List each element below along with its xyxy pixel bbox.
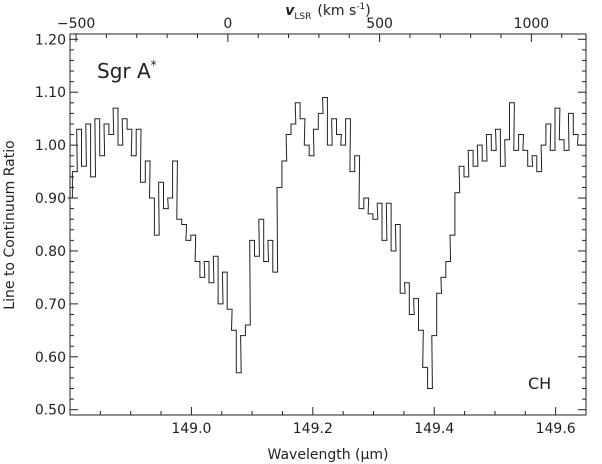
top-tick-label: 500 [366,16,393,32]
x-tick-label: 149.6 [536,421,576,437]
y-axis-title: Line to Continuum Ratio [2,140,18,309]
right-axis-ticks [578,38,586,411]
source-label-name: Sgr A [97,59,151,83]
x-tick-label: 149.0 [171,421,211,437]
y-tick-label: 0.50 [35,403,66,419]
x-axis-title: Wavelength (μm) [268,447,389,463]
top-axis-ticks: −500 0 500 1000 [57,16,563,42]
top-axis-title-unit-exp: -1 [356,2,365,12]
bottom-axis-ticks: 149.0 149.2 149.4 149.6 [99,407,587,437]
top-axis-title-sub: LSR [294,12,311,22]
top-axis-title-unit: (km s [317,3,356,19]
source-label: Sgr A* [97,58,157,83]
y-tick-label: 0.80 [35,244,66,260]
molecule-label: CH [528,374,551,393]
x-tick-label: 149.2 [293,421,333,437]
y-tick-label: 1.10 [35,85,66,101]
plot-frame [69,33,587,416]
top-tick-label: 0 [223,16,232,32]
y-tick-label: 1.00 [35,138,66,154]
top-axis-title-var: v [285,3,295,19]
y-tick-label: 0.60 [35,350,66,366]
left-axis-ticks: 0.50 0.60 0.70 0.80 0.90 1.00 1.10 1.20 [35,32,78,419]
top-tick-label: −500 [57,16,95,32]
top-axis-title-unit-end: ) [365,3,370,19]
top-tick-label: 1000 [514,16,550,32]
top-axis-title: vLSR (km s-1) [285,2,371,22]
y-tick-label: 0.90 [35,191,66,207]
source-label-sup: * [151,58,157,72]
y-tick-label: 1.20 [35,32,66,48]
spectrum-step-line [67,97,583,389]
x-tick-label: 149.4 [414,421,454,437]
y-tick-label: 0.70 [35,297,66,313]
